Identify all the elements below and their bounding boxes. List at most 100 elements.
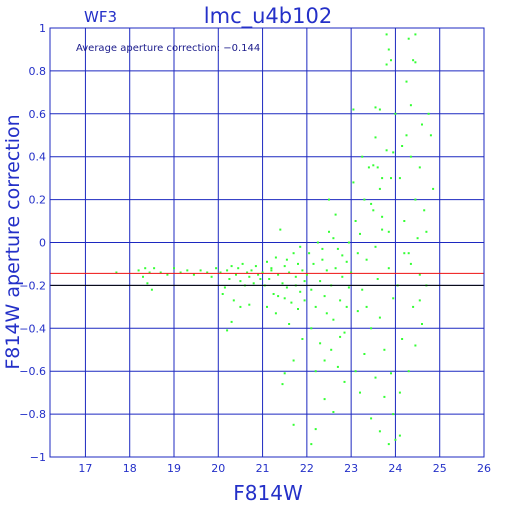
header-left-label: WF3: [84, 8, 117, 26]
data-point: [310, 443, 313, 446]
data-point: [232, 299, 235, 302]
x-tick-label: 18: [123, 462, 137, 475]
data-point: [281, 383, 284, 386]
data-point: [270, 267, 273, 270]
data-point: [339, 335, 342, 338]
data-point: [407, 252, 410, 255]
data-point: [294, 275, 297, 278]
data-point: [299, 290, 302, 293]
data-point: [301, 338, 304, 340]
data-point: [365, 305, 368, 308]
data-point: [414, 198, 417, 201]
data-point: [310, 288, 313, 291]
data-point: [230, 265, 233, 268]
data-point: [405, 80, 408, 83]
data-point: [343, 331, 346, 334]
data-point: [150, 288, 153, 291]
data-point: [303, 280, 306, 283]
data-point: [370, 202, 373, 205]
data-point: [378, 108, 381, 111]
data-point: [414, 344, 417, 347]
data-point: [292, 359, 295, 362]
data-point: [403, 252, 406, 255]
data-point: [390, 372, 392, 375]
data-point: [279, 228, 282, 231]
data-point: [310, 327, 313, 330]
data-point: [409, 262, 412, 265]
data-point: [387, 443, 390, 446]
data-point: [281, 282, 284, 285]
data-point: [365, 258, 368, 261]
data-point: [330, 348, 333, 351]
data-point: [297, 308, 299, 310]
data-point: [392, 151, 395, 154]
data-point: [390, 59, 392, 62]
x-tick-label: 21: [256, 462, 270, 475]
data-point: [248, 303, 251, 306]
data-point: [394, 438, 397, 441]
y-tick-label: 0: [39, 237, 46, 250]
data-point: [292, 423, 295, 426]
data-point: [405, 134, 408, 137]
data-points: [115, 33, 435, 446]
x-tick-labels: 17 18 19 20 21 22 23 24 25 26: [78, 462, 491, 475]
data-point: [336, 247, 339, 250]
data-point: [370, 327, 373, 330]
data-point: [387, 267, 390, 270]
data-point: [339, 299, 342, 302]
data-point: [336, 365, 339, 368]
data-point: [257, 273, 260, 276]
data-point: [359, 391, 361, 394]
data-point: [259, 278, 262, 280]
data-point: [418, 166, 421, 169]
data-point: [367, 166, 370, 169]
data-point: [283, 265, 286, 268]
plot-frame: [49, 27, 485, 458]
data-point: [421, 323, 423, 325]
data-point: [350, 271, 353, 274]
data-point: [332, 411, 335, 413]
data-point: [223, 286, 226, 289]
data-point: [314, 370, 317, 373]
data-point: [392, 413, 395, 416]
data-point: [381, 228, 384, 231]
data-point: [115, 271, 118, 274]
data-point: [409, 155, 412, 158]
data-point: [268, 278, 271, 280]
data-point: [321, 247, 324, 250]
x-tick-label: 25: [433, 462, 447, 475]
data-point: [288, 323, 291, 325]
y-tick-label: −0.6: [19, 365, 46, 378]
data-point: [381, 215, 384, 218]
data-point: [210, 275, 213, 278]
y-tick-label: 0.8: [29, 65, 47, 78]
data-point: [390, 177, 392, 180]
data-point: [432, 187, 435, 190]
data-point: [407, 37, 410, 40]
data-point: [144, 267, 147, 270]
data-point: [274, 312, 277, 315]
data-point: [228, 278, 231, 280]
data-point: [142, 275, 144, 278]
data-point: [398, 177, 401, 180]
data-point: [356, 310, 359, 313]
data-point: [418, 299, 421, 302]
data-point: [285, 258, 288, 261]
data-point: [421, 123, 423, 126]
x-tick-label: 23: [344, 462, 358, 475]
data-point: [345, 260, 348, 263]
data-point: [266, 305, 268, 308]
data-point: [414, 61, 417, 64]
data-point: [325, 269, 328, 272]
x-tick-label: 19: [167, 462, 181, 475]
x-tick-label: 17: [78, 462, 92, 475]
data-point: [347, 241, 350, 244]
data-point: [254, 265, 257, 268]
data-point: [394, 112, 397, 115]
data-point: [416, 237, 419, 240]
data-point: [334, 267, 337, 270]
data-point: [239, 280, 242, 283]
data-point: [314, 305, 317, 308]
data-point: [288, 271, 291, 274]
